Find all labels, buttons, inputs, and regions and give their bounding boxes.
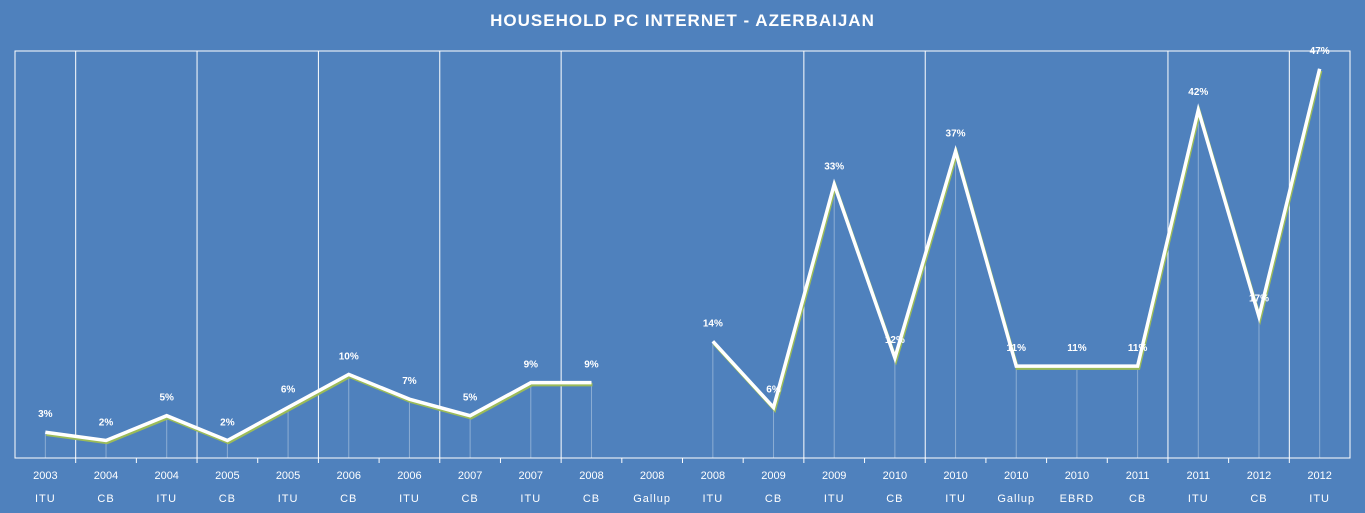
category-source-label: CB <box>765 493 782 505</box>
category-year-label: 2012 <box>1307 470 1331 482</box>
series-line <box>711 68 1322 411</box>
category-source-label: CB <box>886 493 903 505</box>
category-year-label: 2010 <box>1004 470 1028 482</box>
category-source-label: CB <box>583 493 600 505</box>
data-label: 11% <box>1067 343 1087 354</box>
category-year-label: 2006 <box>397 470 421 482</box>
data-label: 11% <box>1128 343 1148 354</box>
category-source-label: ITU <box>399 493 420 505</box>
category-year-label: 2008 <box>701 470 725 482</box>
data-label: 2% <box>220 417 235 428</box>
category-source-label: CB <box>1250 493 1267 505</box>
data-label: 6% <box>766 384 781 395</box>
data-label: 3% <box>38 409 53 420</box>
data-label: 37% <box>946 128 966 139</box>
data-label: 9% <box>524 360 539 371</box>
data-label: 2% <box>99 417 114 428</box>
category-year-label: 2009 <box>761 470 785 482</box>
data-label: 6% <box>281 384 296 395</box>
plot-frame <box>14 50 1351 459</box>
data-label: 17% <box>1249 294 1269 305</box>
data-label: 14% <box>703 318 723 329</box>
category-source-label: ITU <box>156 493 177 505</box>
category-year-label: 2006 <box>337 470 361 482</box>
category-source-label: ITU <box>278 493 299 505</box>
data-label: 10% <box>339 351 359 362</box>
category-year-label: 2004 <box>154 470 178 482</box>
category-year-label: 2010 <box>883 470 907 482</box>
category-year-label: 2005 <box>215 470 239 482</box>
category-source-label: ITU <box>945 493 966 505</box>
data-label: 33% <box>824 161 844 172</box>
category-source-label: CB <box>219 493 236 505</box>
category-source-label: CB <box>461 493 478 505</box>
category-year-label: 2004 <box>94 470 118 482</box>
category-source-label: EBRD <box>1060 493 1095 505</box>
series-line-shadow <box>712 70 1323 413</box>
data-label: 5% <box>463 393 478 404</box>
category-source-label: ITU <box>520 493 541 505</box>
category-year-label: 2005 <box>276 470 300 482</box>
chart-title: HOUSEHOLD PC INTERNET - AZERBAIJAN <box>490 11 875 30</box>
category-year-label: 2010 <box>943 470 967 482</box>
data-label: 42% <box>1188 87 1208 98</box>
category-year-label: 2011 <box>1126 470 1150 482</box>
data-label: 7% <box>402 376 417 387</box>
category-source-label: ITU <box>702 493 723 505</box>
category-source-label: ITU <box>824 493 845 505</box>
category-year-label: 2009 <box>822 470 846 482</box>
data-label: 12% <box>885 335 905 346</box>
category-year-label: 2007 <box>458 470 482 482</box>
category-year-label: 2010 <box>1065 470 1089 482</box>
series-line-shadow <box>46 374 593 445</box>
category-source-label: Gallup <box>997 493 1035 505</box>
category-year-label: 2012 <box>1247 470 1271 482</box>
category-year-label: 2003 <box>33 470 57 482</box>
data-label: 5% <box>159 393 174 404</box>
category-year-label: 2008 <box>579 470 603 482</box>
category-source-label: ITU <box>1309 493 1330 505</box>
category-source-label: ITU <box>35 493 56 505</box>
data-label: 47% <box>1310 46 1330 57</box>
category-year-label: 2011 <box>1186 470 1210 482</box>
category-source-label: CB <box>340 493 357 505</box>
category-source-label: CB <box>97 493 114 505</box>
data-label: 9% <box>584 360 599 371</box>
category-source-label: ITU <box>1188 493 1209 505</box>
series-line <box>45 372 592 443</box>
data-label: 11% <box>1007 343 1027 354</box>
category-source-label: Gallup <box>633 493 671 505</box>
category-year-label: 2007 <box>519 470 543 482</box>
category-source-label: CB <box>1129 493 1146 505</box>
category-year-label: 2008 <box>640 470 664 482</box>
